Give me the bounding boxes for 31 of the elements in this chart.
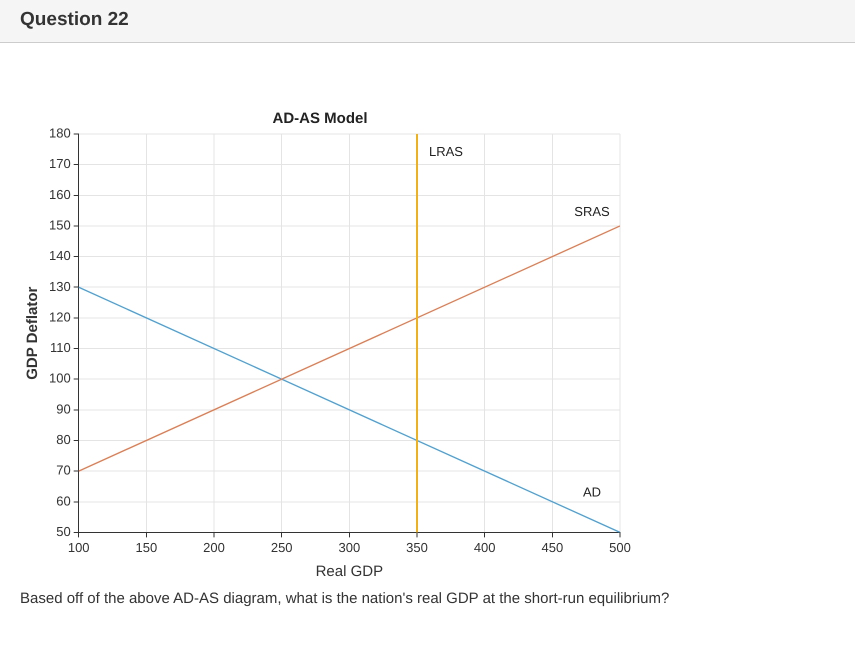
series-label: AD	[582, 484, 602, 500]
y-tick-label: 80	[56, 432, 71, 448]
y-tick-label: 130	[48, 278, 71, 294]
x-tick-label: 100	[68, 540, 90, 555]
y-tick-label: 170	[48, 156, 71, 172]
x-axis-title: Real GDP	[316, 563, 384, 580]
y-tick-label: 50	[56, 524, 71, 539]
y-axis-title: GDP Deflator	[24, 286, 42, 380]
x-tick-label: 400	[474, 540, 496, 555]
y-tick-label: 140	[48, 248, 71, 264]
y-tick-label: 180	[48, 126, 71, 141]
chart-title: AD-AS Model	[272, 110, 368, 128]
x-tick-label: 200	[203, 540, 225, 555]
y-tick-label: 70	[56, 462, 71, 478]
ref-line-label: LRAS	[429, 144, 464, 159]
x-tick-label: 500	[609, 540, 631, 555]
x-tick-label: 250	[270, 540, 293, 555]
y-tick-label: 110	[50, 340, 71, 356]
y-tick-label: 100	[48, 370, 71, 386]
y-tick-label: 120	[48, 309, 71, 324]
text: Based off of the above AD-AS diagram, what is the nation's real GDP at the short-run equilibrium?	[20, 590, 670, 607]
text: Question 22	[20, 9, 129, 31]
x-tick-label: 300	[338, 540, 360, 555]
x-tick-label: 350	[406, 540, 428, 555]
y-tick-label: 160	[48, 186, 71, 202]
y-tick-label: 90	[56, 401, 71, 416]
y-tick-label: 150	[48, 218, 71, 233]
x-tick-label: 450	[541, 540, 564, 555]
x-tick-label: 150	[136, 540, 158, 555]
series-label: SRAS	[574, 204, 610, 219]
y-tick-label: 60	[56, 493, 71, 508]
